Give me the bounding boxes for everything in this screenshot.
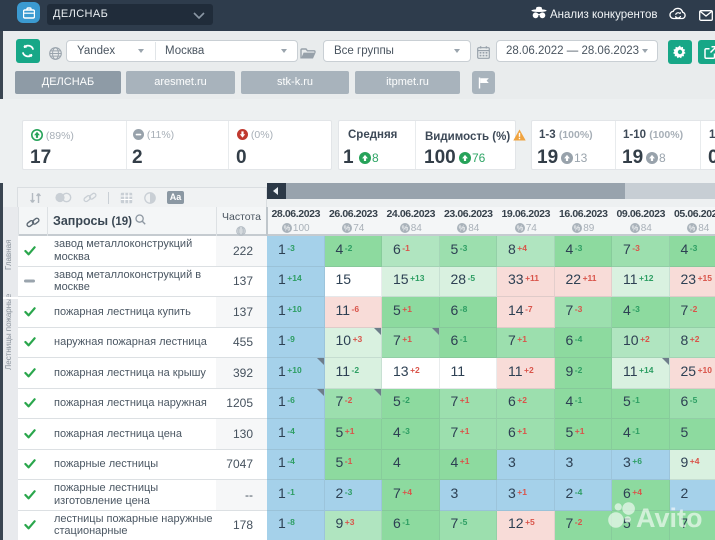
svg-text:%: % (401, 223, 408, 232)
svg-text:%: % (689, 223, 696, 232)
svg-text:%: % (631, 223, 638, 232)
svg-text:%: % (284, 223, 291, 232)
svg-text:Avito: Avito (636, 503, 703, 533)
svg-text:%: % (459, 223, 466, 232)
svg-text:%: % (344, 223, 351, 232)
svg-text:%: % (574, 223, 581, 232)
svg-text:%: % (516, 223, 523, 232)
